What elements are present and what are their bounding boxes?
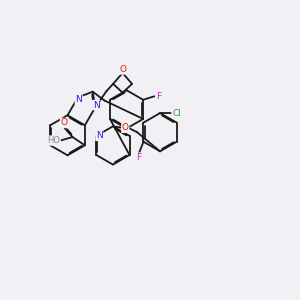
Text: Cl: Cl xyxy=(172,109,181,118)
Text: N: N xyxy=(75,95,82,104)
Text: F: F xyxy=(136,153,142,162)
Text: O: O xyxy=(122,123,129,132)
Text: O: O xyxy=(119,65,126,74)
Text: O: O xyxy=(61,118,68,127)
Text: HO: HO xyxy=(47,136,60,145)
Text: N: N xyxy=(96,131,103,140)
Text: F: F xyxy=(156,92,161,101)
Text: N: N xyxy=(93,100,100,109)
